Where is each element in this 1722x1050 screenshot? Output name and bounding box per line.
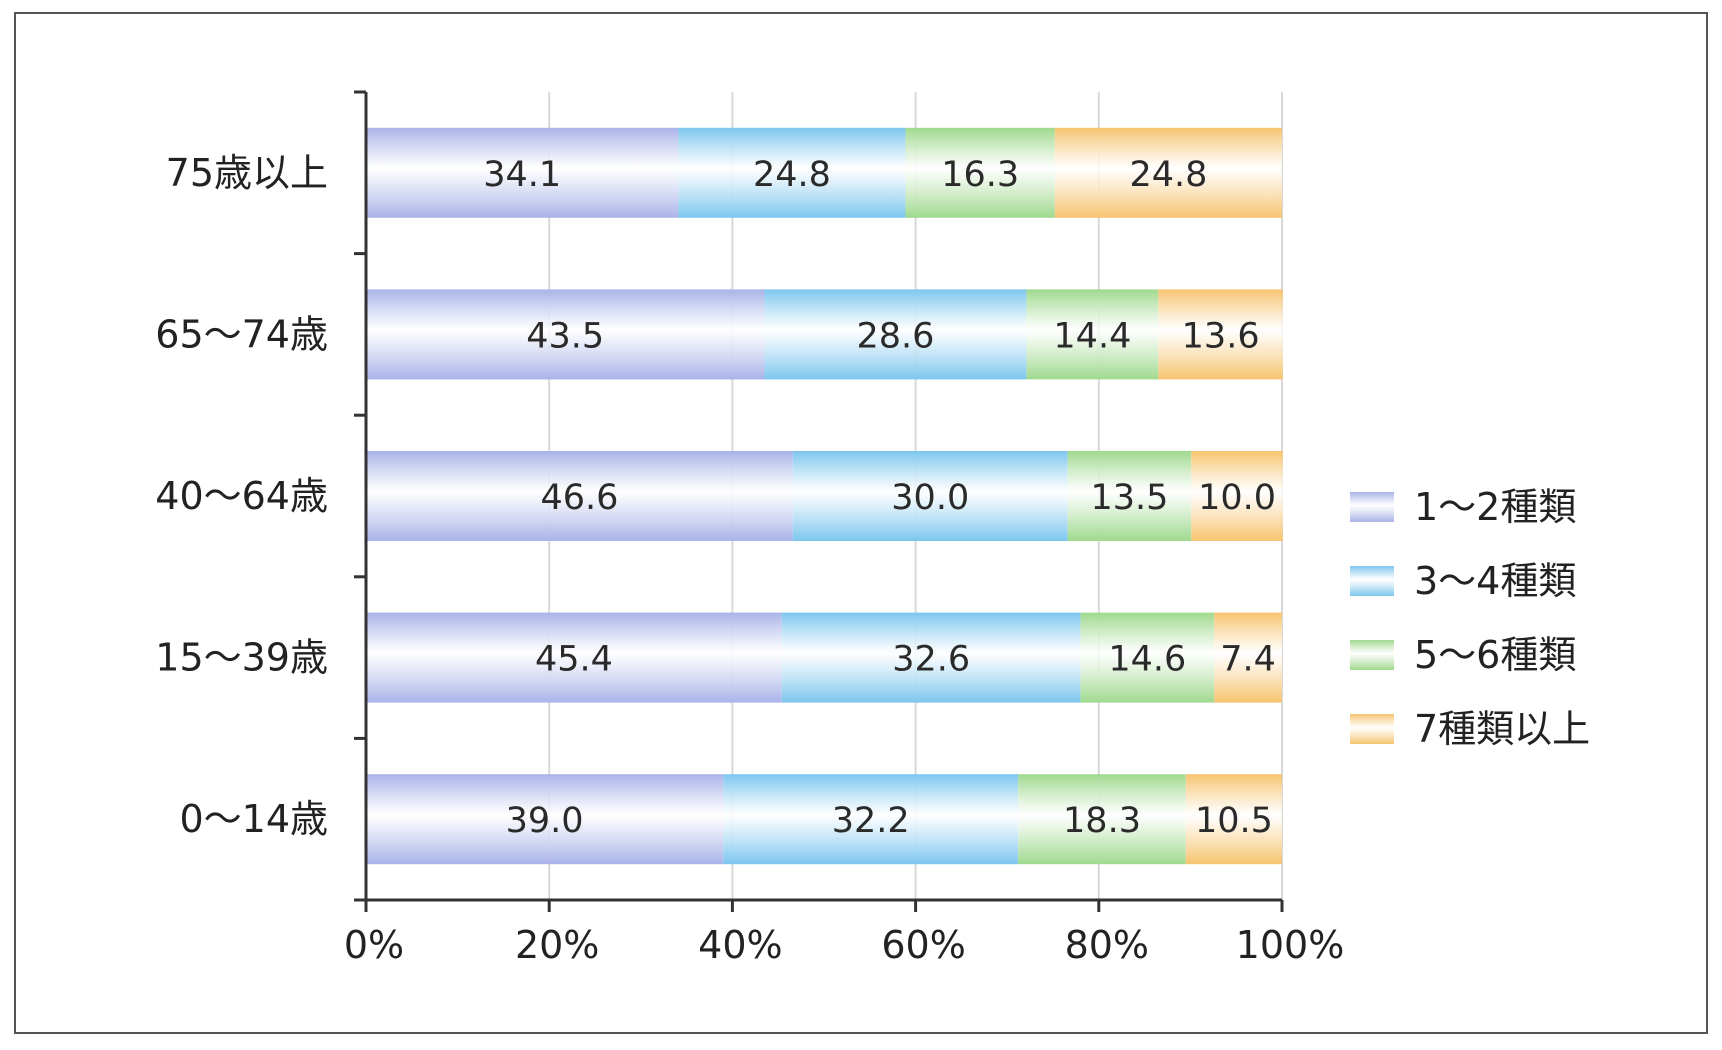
x-tick-label: 60% <box>881 923 965 967</box>
x-tick-labels: 0% 20% 40% 60% 80% 100% <box>344 923 1344 967</box>
data-label: 24.8 <box>753 155 831 195</box>
bar-segment <box>1185 774 1282 865</box>
data-label: 16.3 <box>941 155 1019 195</box>
x-tick-label: 20% <box>515 923 599 967</box>
data-label: 7.4 <box>1220 640 1276 680</box>
data-label: 32.2 <box>832 801 910 841</box>
legend: 1〜2種類 3〜4種類 5〜6種類 7種類以上 <box>1350 485 1590 751</box>
bar-segment <box>366 612 782 703</box>
x-tick-label: 0% <box>344 923 404 967</box>
x-tick-label: 80% <box>1065 923 1149 967</box>
legend-swatch <box>1350 492 1394 522</box>
x-tick-label: 100% <box>1236 923 1345 967</box>
legend-swatch <box>1350 714 1394 744</box>
bar-segment <box>1191 451 1283 541</box>
data-label: 13.6 <box>1182 316 1260 356</box>
bar-segment <box>366 127 679 218</box>
category-labels: 75歳以上 65〜74歳 40〜64歳 15〜39歳 0〜14歳 <box>155 151 328 841</box>
x-tick-label: 40% <box>698 923 782 967</box>
bar-segment <box>366 451 793 541</box>
data-label: 24.8 <box>1129 155 1207 195</box>
data-label: 43.5 <box>526 316 604 356</box>
category-label: 40〜64歳 <box>155 474 328 518</box>
bars: 34.1 24.8 16.3 24.8 43.5 28.6 14.4 13.6 46.6 30.0… <box>366 127 1283 865</box>
legend-label: 3〜4種類 <box>1414 559 1576 603</box>
data-label: 18.3 <box>1063 801 1141 841</box>
bar-segment <box>678 127 906 218</box>
bar-segment <box>366 774 724 865</box>
category-label: 15〜39歳 <box>155 636 328 680</box>
data-label: 32.6 <box>892 640 970 680</box>
bar-segment <box>905 127 1055 218</box>
data-label: 10.5 <box>1195 801 1273 841</box>
category-label: 75歳以上 <box>166 151 328 195</box>
bar-segment <box>366 289 765 380</box>
legend-label: 5〜6種類 <box>1414 633 1576 677</box>
bar-segment <box>1054 127 1282 218</box>
axes <box>354 90 1284 912</box>
data-label: 14.4 <box>1053 316 1131 356</box>
data-label: 28.6 <box>856 316 934 356</box>
data-label: 13.5 <box>1091 478 1169 518</box>
data-label: 34.1 <box>483 155 561 195</box>
data-label: 30.0 <box>891 478 969 518</box>
bar-segment <box>1026 289 1159 380</box>
data-label: 14.6 <box>1108 640 1186 680</box>
bar-segment <box>723 774 1019 865</box>
bar-segment <box>1158 289 1283 380</box>
data-label: 39.0 <box>506 801 584 841</box>
bar-segment <box>781 612 1081 703</box>
bar-segment <box>1080 612 1215 703</box>
legend-swatch <box>1350 566 1394 596</box>
bar-segment <box>764 289 1027 380</box>
bar-segment <box>1018 774 1186 865</box>
data-label: 10.0 <box>1198 478 1276 518</box>
legend-swatch <box>1350 640 1394 670</box>
category-label: 0〜14歳 <box>179 797 328 841</box>
bar-segment <box>1214 612 1282 703</box>
data-label: 46.6 <box>540 478 618 518</box>
legend-label: 1〜2種類 <box>1414 485 1576 529</box>
legend-label: 7種類以上 <box>1414 707 1590 751</box>
data-label: 45.4 <box>535 640 613 680</box>
category-label: 65〜74歳 <box>155 312 328 356</box>
bar-segment <box>1067 451 1192 541</box>
bar-segment <box>792 451 1068 541</box>
